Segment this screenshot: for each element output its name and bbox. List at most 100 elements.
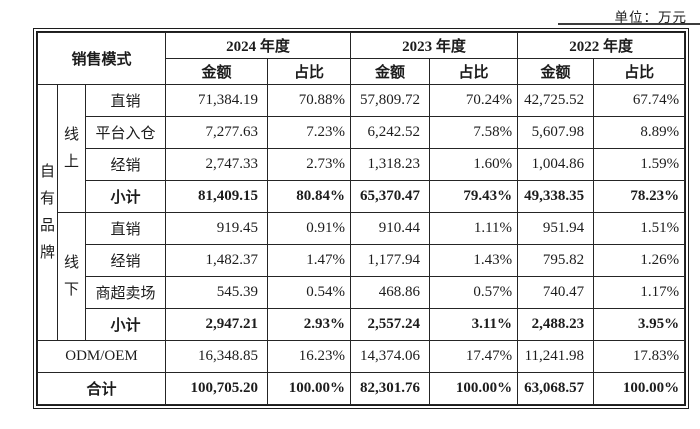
row-label: 平台入仓 (84, 116, 167, 149)
row-label: 小计 (84, 180, 167, 213)
ratio-cell: 8.89% (593, 116, 686, 149)
amount-cell: 1,482.37 (165, 244, 269, 277)
row-label-total: 合计 (36, 372, 167, 405)
row-label: 商超卖场 (84, 276, 167, 309)
table-row: 商超卖场 545.39 0.54% 468.86 0.57% 740.47 1.… (38, 276, 686, 309)
amount-cell: 65,370.47 (350, 180, 431, 213)
amount-cell: 1,177.94 (350, 244, 431, 277)
ratio-cell: 17.83% (593, 340, 686, 373)
table-row: 经销 2,747.33 2.73% 1,318.23 1.60% 1,004.8… (38, 148, 686, 181)
table-row: 线下 直销 919.45 0.91% 910.44 1.11% 951.94 1… (38, 212, 686, 341)
header-amount-2022: 金额 (517, 58, 595, 85)
header-ratio-2023: 占比 (429, 58, 519, 85)
amount-cell: 740.47 (517, 276, 595, 309)
table-row: 自有品牌 线上 直销 71,384.19 70.88% 57,809.72 70… (37, 84, 686, 341)
amount-cell: 1,318.23 (350, 148, 431, 181)
amount-cell: 100,705.20 (165, 372, 269, 405)
group-online: 线上 (57, 84, 86, 213)
ratio-cell: 100.00% (429, 372, 519, 405)
table-row-total: 合计 100,705.20 100.00% 82,301.76 100.00% … (36, 372, 686, 405)
header-row-metrics: 金额 占比 金额 占比 金额 占比 (38, 58, 686, 85)
ratio-cell: 80.84% (267, 180, 352, 213)
header-row-years: 销售模式 2024 年度 2023 年度 2022 年度 (36, 32, 686, 85)
amount-cell: 63,068.57 (517, 372, 595, 405)
amount-cell: 2,488.23 (517, 308, 595, 341)
ratio-cell: 70.24% (429, 84, 519, 117)
amount-cell: 42,725.52 (517, 84, 595, 117)
amount-cell: 16,348.85 (165, 340, 269, 373)
amount-cell: 951.94 (517, 212, 595, 245)
ratio-cell: 2.73% (267, 148, 352, 181)
amount-cell: 1,004.86 (517, 148, 595, 181)
amount-cell: 910.44 (350, 212, 431, 245)
amount-cell: 81,409.15 (165, 180, 269, 213)
group-own-brand: 自有品牌 (37, 84, 58, 341)
header-amount-2023: 金额 (350, 58, 431, 85)
ratio-cell: 79.43% (429, 180, 519, 213)
ratio-cell: 1.60% (429, 148, 519, 181)
header-year-2022: 2022 年度 (517, 32, 686, 59)
ratio-cell: 100.00% (267, 372, 352, 405)
header-sales-model: 销售模式 (36, 32, 167, 85)
table-row-subtotal: 小计 81,409.15 80.84% 65,370.47 79.43% 49,… (38, 180, 686, 213)
amount-cell: 919.45 (165, 212, 269, 245)
amount-cell: 57,809.72 (350, 84, 431, 117)
ratio-cell: 1.26% (593, 244, 686, 277)
ratio-cell: 1.17% (593, 276, 686, 309)
ratio-cell: 7.23% (267, 116, 352, 149)
amount-cell: 545.39 (165, 276, 269, 309)
ratio-cell: 0.57% (429, 276, 519, 309)
group-online-label: 线上 (63, 126, 79, 170)
sales-model-table: 销售模式 2024 年度 2023 年度 2022 年度 金额 占比 金额 占比… (33, 28, 690, 409)
ratio-cell: 70.88% (267, 84, 352, 117)
amount-cell: 11,241.98 (517, 340, 595, 373)
header-ratio-2022: 占比 (593, 58, 686, 85)
ratio-cell: 1.11% (429, 212, 519, 245)
table-row-odm: ODM/OEM 16,348.85 16.23% 14,374.06 17.47… (36, 340, 686, 373)
table-row: 平台入仓 7,277.63 7.23% 6,242.52 7.58% 5,607… (38, 116, 686, 149)
amount-cell: 2,947.21 (165, 308, 269, 341)
amount-cell: 2,747.33 (165, 148, 269, 181)
ratio-cell: 100.00% (593, 372, 686, 405)
group-own-brand-label: 自有品牌 (39, 163, 55, 261)
amount-cell: 82,301.76 (350, 372, 431, 405)
ratio-cell: 1.59% (593, 148, 686, 181)
amount-cell: 7,277.63 (165, 116, 269, 149)
table-row: 经销 1,482.37 1.47% 1,177.94 1.43% 795.82 … (38, 244, 686, 277)
ratio-cell: 0.91% (267, 212, 352, 245)
header-year-2023: 2023 年度 (350, 32, 519, 59)
ratio-cell: 0.54% (267, 276, 352, 309)
ratio-cell: 1.43% (429, 244, 519, 277)
row-label: 直销 (84, 84, 167, 117)
ratio-cell: 2.93% (267, 308, 352, 341)
amount-cell: 49,338.35 (517, 180, 595, 213)
amount-cell: 6,242.52 (350, 116, 431, 149)
header-amount-2024: 金额 (165, 58, 269, 85)
unit-underline-rule (558, 23, 700, 25)
ratio-cell: 17.47% (429, 340, 519, 373)
table-row-subtotal: 小计 2,947.21 2.93% 2,557.24 3.11% 2,488.2… (38, 308, 686, 341)
amount-cell: 14,374.06 (350, 340, 431, 373)
unit-label: 单位：万元 (614, 10, 687, 25)
amount-cell: 5,607.98 (517, 116, 595, 149)
amount-cell: 71,384.19 (165, 84, 269, 117)
amount-cell: 468.86 (350, 276, 431, 309)
ratio-cell: 78.23% (593, 180, 686, 213)
amount-cell: 795.82 (517, 244, 595, 277)
ratio-cell: 3.11% (429, 308, 519, 341)
ratio-cell: 67.74% (593, 84, 686, 117)
ratio-cell: 3.95% (593, 308, 686, 341)
row-label: 直销 (84, 212, 167, 245)
data-table: 销售模式 2024 年度 2023 年度 2022 年度 金额 占比 金额 占比… (36, 32, 686, 405)
row-label: 经销 (84, 148, 167, 181)
header-year-2024: 2024 年度 (165, 32, 352, 59)
row-label: 小计 (84, 308, 167, 341)
group-offline: 线下 (57, 212, 86, 341)
amount-cell: 2,557.24 (350, 308, 431, 341)
ratio-cell: 7.58% (429, 116, 519, 149)
row-label-odm-oem: ODM/OEM (36, 340, 167, 373)
group-offline-label: 线下 (63, 254, 79, 298)
ratio-cell: 1.47% (267, 244, 352, 277)
row-label: 经销 (84, 244, 167, 277)
